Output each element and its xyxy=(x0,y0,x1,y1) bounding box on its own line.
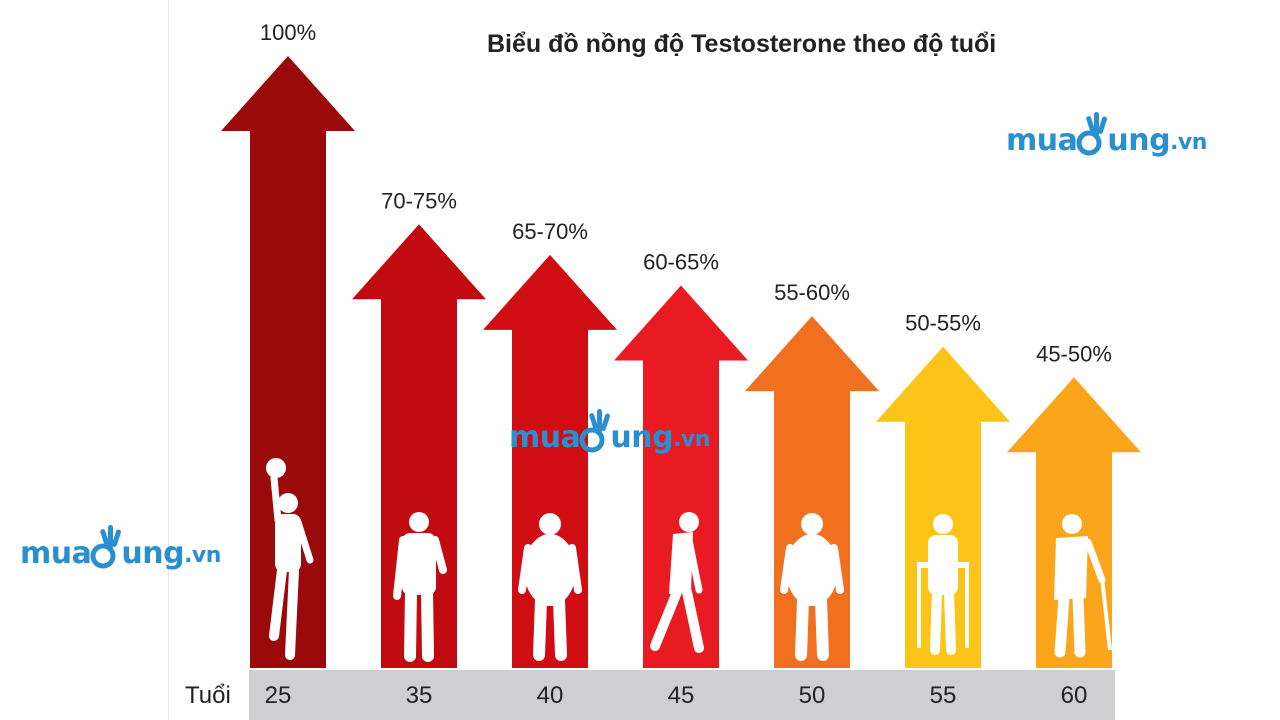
value-label-40: 65-70% xyxy=(512,219,588,244)
hand-logo-icon xyxy=(1075,108,1109,156)
watermark-text-start: mua xyxy=(1006,123,1078,158)
left-divider xyxy=(168,0,169,720)
bent-man-silhouette xyxy=(650,512,704,653)
heavy-man-silhouette xyxy=(518,513,582,661)
value-label-50: 55-60% xyxy=(774,280,850,305)
x-axis-label: Tuổi xyxy=(185,682,231,709)
age-tick-55: 55 xyxy=(930,682,957,709)
elderly-man-with-cane-silhouette xyxy=(1054,514,1112,658)
age-tick-35: 35 xyxy=(406,682,433,709)
arrow-bar-45 xyxy=(614,285,748,668)
watermark-logo: mua ung .vn xyxy=(509,405,710,453)
age-band xyxy=(249,670,1115,720)
watermark-logo: mua ung .vn xyxy=(1006,108,1207,156)
watermark-suffix: .vn xyxy=(184,543,221,568)
watermark-text-end: ung xyxy=(1107,123,1171,158)
watermark-suffix: .vn xyxy=(673,427,710,452)
chart-title: Biểu đồ nồng độ Testosterone theo độ tuổ… xyxy=(487,30,997,58)
value-label-35: 70-75% xyxy=(381,188,457,213)
watermark-text-end: ung xyxy=(121,536,185,571)
arrow-bar-25 xyxy=(221,56,355,668)
age-tick-25: 25 xyxy=(265,682,292,709)
arrow-bar-50 xyxy=(745,316,879,668)
watermark-text-start: mua xyxy=(20,536,92,571)
value-label-60: 45-50% xyxy=(1036,341,1112,366)
watermark-text-start: mua xyxy=(509,420,581,455)
age-tick-45: 45 xyxy=(668,682,695,709)
hand-logo-icon xyxy=(89,521,123,569)
value-label-45: 60-65% xyxy=(643,250,719,275)
young-man-with-ball-silhouette xyxy=(266,458,314,660)
hand-logo-icon xyxy=(578,405,612,453)
watermark-suffix: .vn xyxy=(1170,130,1207,155)
standing-man-silhouette xyxy=(393,512,447,662)
watermark-text-end: ung xyxy=(610,420,674,455)
elderly-man-with-walker-silhouette xyxy=(917,514,969,655)
arrow-bar-55 xyxy=(876,346,1010,668)
heavy-man-silhouette xyxy=(780,513,844,661)
age-tick-40: 40 xyxy=(537,682,564,709)
age-tick-60: 60 xyxy=(1061,682,1088,709)
arrow-bar-35 xyxy=(352,224,486,669)
value-label-25: 100% xyxy=(260,20,316,45)
arrow-bar-40 xyxy=(483,254,617,668)
watermark-logo: mua ung .vn xyxy=(20,521,221,569)
value-label-55: 50-55% xyxy=(905,311,981,336)
age-tick-50: 50 xyxy=(799,682,826,709)
